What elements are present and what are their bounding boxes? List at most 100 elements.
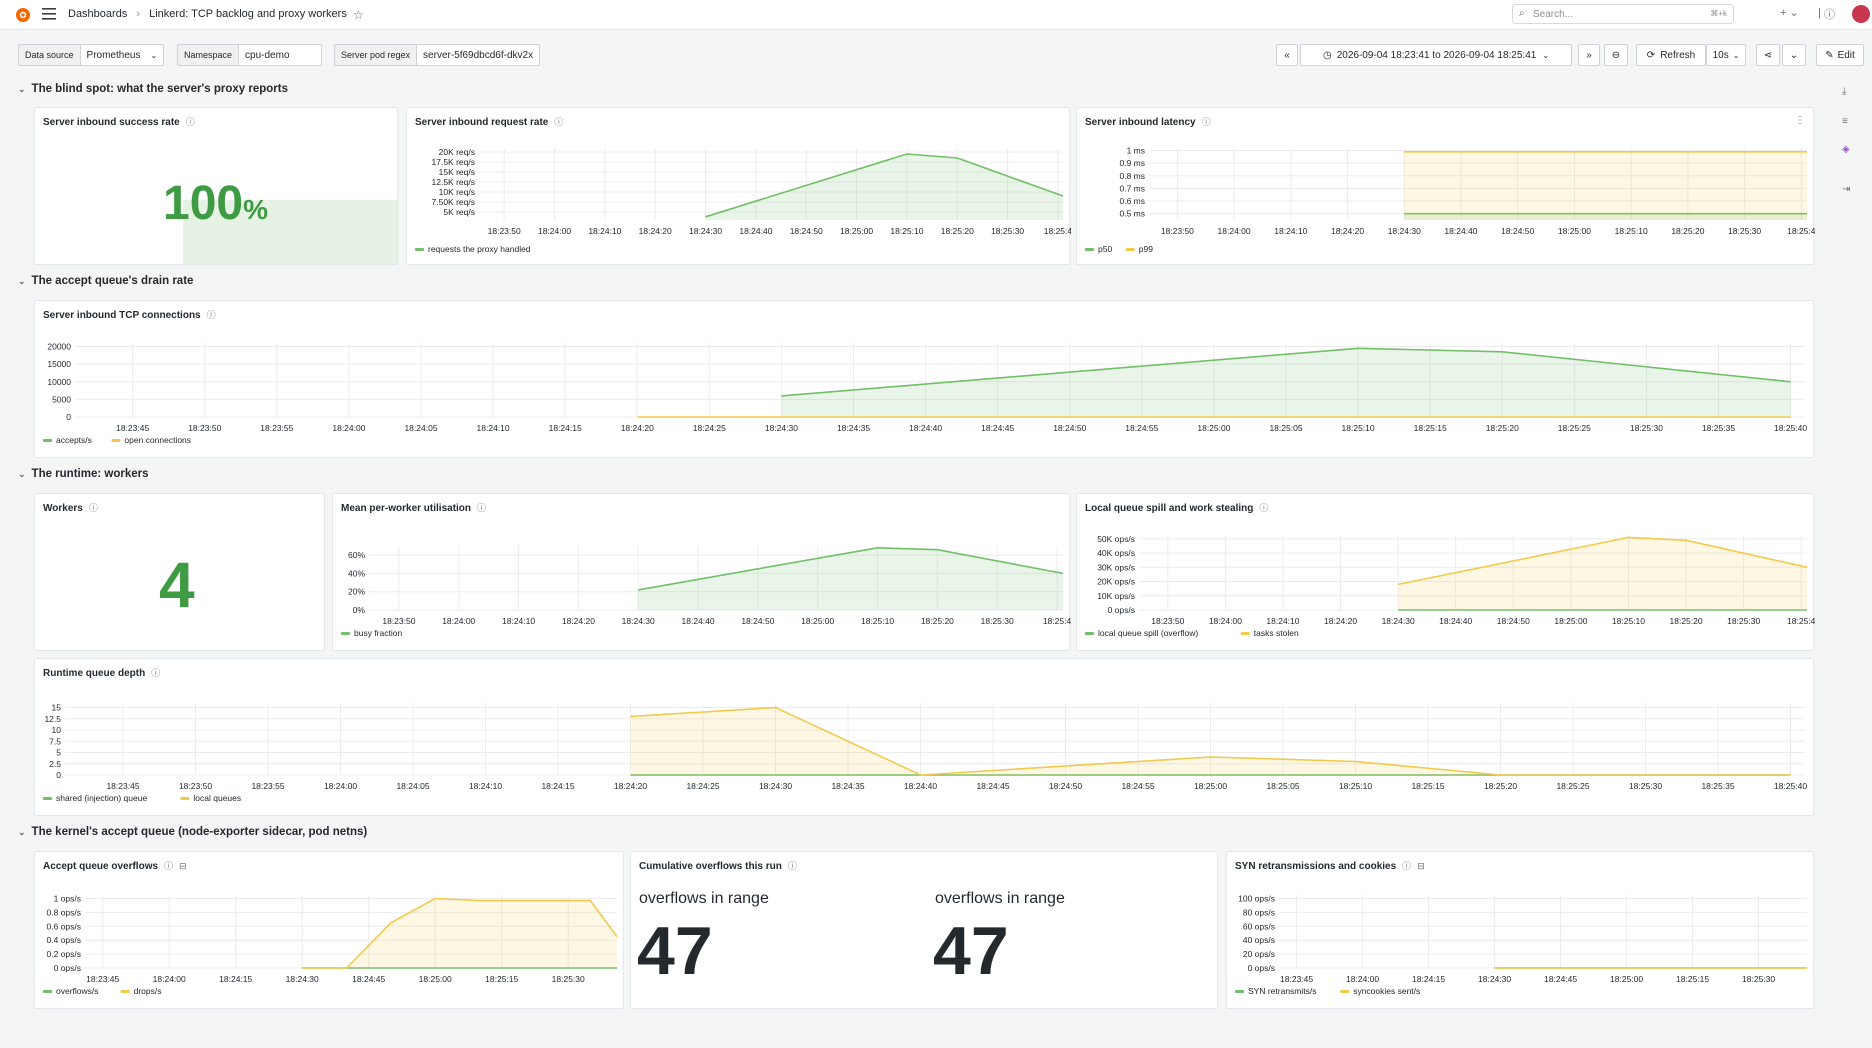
info-icon[interactable]: ⓘ	[151, 668, 161, 678]
y-tick-label: 20K ops/s	[1097, 577, 1135, 587]
time-range-picker[interactable]: ◷ 2026-09-04 18:23:41 to 2026-09-04 18:2…	[1300, 44, 1572, 66]
x-tick-label: 18:24:20	[1324, 616, 1357, 626]
x-tick-label: 18:25:00	[1558, 226, 1591, 236]
info-icon[interactable]: ⓘ	[185, 117, 195, 127]
refresh-interval-select[interactable]: 10s ⌄	[1706, 44, 1746, 66]
x-tick-label: 18:24:30	[689, 226, 722, 236]
x-tick-label: 18:25:4	[1043, 616, 1071, 626]
stat-caption: overflows in range	[935, 890, 1065, 907]
info-icon[interactable]: ⓘ	[1402, 861, 1412, 871]
series-area-0	[638, 547, 1063, 610]
x-tick-label: 18:25:10	[1612, 616, 1645, 626]
legend-swatch	[43, 990, 52, 993]
series-area-0	[1404, 213, 1807, 220]
search-input[interactable]: ⌕ Search... ⌘+k	[1512, 4, 1734, 24]
star-icon[interactable]: ☆	[353, 8, 364, 22]
x-tick-label: 18:24:00	[332, 423, 365, 433]
breadcrumb-dashboards[interactable]: Dashboards	[68, 8, 128, 20]
add-icon[interactable]: + ⌄	[1780, 7, 1799, 19]
info-icon[interactable]: ⓘ	[88, 503, 98, 513]
search-shortcut: ⌘+k	[1710, 9, 1727, 18]
zoom-out-icon[interactable]: ⊖	[1604, 44, 1628, 66]
share-icon[interactable]: ⋖	[1756, 44, 1780, 66]
panel-cumulative-overflows[interactable]: Cumulative overflows this run ⓘ overflows…	[630, 851, 1218, 1009]
info-icon[interactable]: ⓘ	[164, 861, 174, 871]
panel-runtime-queue[interactable]: Runtime queue depth ⓘ 18:23:45 18:23:50 18:…	[34, 658, 1814, 816]
y-tick-label: 0.7 ms	[1119, 183, 1145, 193]
pod-regex-input[interactable]: server-5f69dbcd6f-dkv2x	[416, 44, 541, 66]
row-title-proxy[interactable]: ⌄ The blind spot: what the server's proxy…	[18, 83, 288, 95]
panel-queue-spill[interactable]: Local queue spill and work stealing ⓘ 18:…	[1076, 493, 1815, 651]
share-dropdown-icon[interactable]: ⌄	[1782, 44, 1806, 66]
panel-title: Server inbound request rate ⓘ	[415, 117, 564, 128]
info-icon[interactable]: ⓘ	[477, 503, 487, 513]
series-area-1	[1398, 537, 1807, 610]
chevron-down-icon: ⌄	[1542, 50, 1550, 60]
x-tick-label: 18:24:15	[549, 423, 582, 433]
grafana-logo-icon[interactable]	[14, 6, 32, 24]
assistant-icon[interactable]: ◈	[1842, 144, 1850, 155]
y-tick-label: 10000	[47, 377, 71, 387]
panel-accept-overflows[interactable]: Accept queue overflows ⓘ ⊟ 18:23:45 18:24:0…	[34, 851, 624, 1009]
x-tick-label: 18:25:00	[1554, 616, 1587, 626]
help-icon[interactable]: ⓘ	[1824, 9, 1835, 21]
x-tick-label: 18:25:00	[801, 616, 834, 626]
collapse-rail-icon[interactable]: ⇥	[1842, 184, 1851, 195]
row-title-kernel[interactable]: ⌄ The kernel's accept queue (node-exporte…	[18, 826, 367, 838]
info-icon[interactable]: ⓘ	[1259, 503, 1269, 513]
time-shift-back-icon[interactable]: «	[1276, 44, 1298, 66]
stat-value: 4	[159, 549, 195, 621]
x-tick-label: 18:25:20	[1670, 616, 1703, 626]
x-tick-label: 18:25:15	[1411, 781, 1444, 791]
panel-workers[interactable]: Workers ⓘ 4	[34, 493, 325, 651]
row-title-text: The blind spot: what the server's proxy …	[31, 83, 288, 95]
info-icon[interactable]: ⓘ	[1201, 117, 1211, 127]
refresh-interval-value: 10s	[1712, 49, 1729, 61]
panel-success-rate[interactable]: Server inbound success rate ⓘ 100%	[34, 107, 398, 265]
row-title-runtime[interactable]: ⌄ The runtime: workers	[18, 468, 149, 480]
chevron-down-icon: ⌄	[18, 469, 26, 479]
menu-icon[interactable]	[42, 8, 56, 20]
y-tick-label: 15K req/s	[439, 167, 475, 177]
download-icon[interactable]: ⤓	[1842, 86, 1847, 97]
y-tick-label: 10	[52, 725, 62, 735]
right-side-rail: ⤓ ≡ ◈ ⇥	[1836, 80, 1864, 1030]
legend-swatch	[1240, 632, 1250, 635]
panel-syn-retransmissions[interactable]: SYN retransmissions and cookies ⓘ ⊟ 18:23:…	[1226, 851, 1814, 1009]
datasource-select[interactable]: Prometheus ⌄	[79, 44, 165, 66]
panel-title: Cumulative overflows this run ⓘ	[639, 861, 797, 872]
datasource-icon[interactable]: ⊟	[179, 861, 187, 871]
time-shift-forward-icon[interactable]: »	[1578, 44, 1600, 66]
panel-menu-icon[interactable]: ⋮	[1795, 115, 1805, 126]
panel-request-rate[interactable]: Server inbound request rate ⓘ 18:23:50 18:…	[406, 107, 1071, 265]
info-icon[interactable]: ⓘ	[554, 117, 564, 127]
x-tick-label: 18:25:10	[1615, 226, 1648, 236]
series-area-1	[1404, 151, 1807, 220]
series-area-1	[302, 898, 617, 968]
y-tick-label: 10K req/s	[439, 187, 475, 197]
namespace-input[interactable]: cpu-demo	[238, 44, 323, 66]
datasource-icon[interactable]: ⊟	[1417, 861, 1425, 871]
panel-latency[interactable]: Server inbound latency ⓘ ⋮ 18:23:50 18:24:…	[1076, 107, 1815, 265]
info-icon[interactable]: ⓘ	[206, 310, 216, 320]
row-title-drain[interactable]: ⌄ The accept queue's drain rate	[18, 275, 193, 287]
legend-swatch	[43, 439, 52, 442]
variable-datasource[interactable]: Data source Prometheus ⌄	[18, 44, 165, 66]
refresh-button[interactable]: ⟳ Refresh	[1636, 44, 1706, 66]
x-tick-label: 18:24:40	[682, 616, 715, 626]
panel-tcp-connections[interactable]: Server inbound TCP connections ⓘ 18:23:45…	[34, 300, 1814, 458]
x-tick-label: 18:25:4	[1787, 616, 1815, 626]
x-tick-label: 18:24:00	[324, 781, 357, 791]
variable-namespace[interactable]: Namespace cpu-demo	[177, 44, 323, 66]
edit-button[interactable]: ✎ Edit	[1816, 44, 1864, 66]
y-tick-label: 40%	[348, 568, 365, 578]
panel-utilisation[interactable]: Mean per-worker utilisation ⓘ 18:23:50 18:…	[332, 493, 1071, 651]
y-tick-label: 0.2 ops/s	[47, 949, 82, 959]
info-icon[interactable]: ⓘ	[787, 861, 797, 871]
search-placeholder: Search...	[1533, 9, 1574, 20]
avatar[interactable]	[1852, 5, 1870, 23]
x-tick-label: 18:25:15	[1414, 423, 1447, 433]
y-tick-label: 0%	[353, 605, 366, 615]
outline-icon[interactable]: ≡	[1842, 116, 1848, 127]
variable-pod-regex[interactable]: Server pod regex server-5f69dbcd6f-dkv2x	[334, 44, 541, 66]
